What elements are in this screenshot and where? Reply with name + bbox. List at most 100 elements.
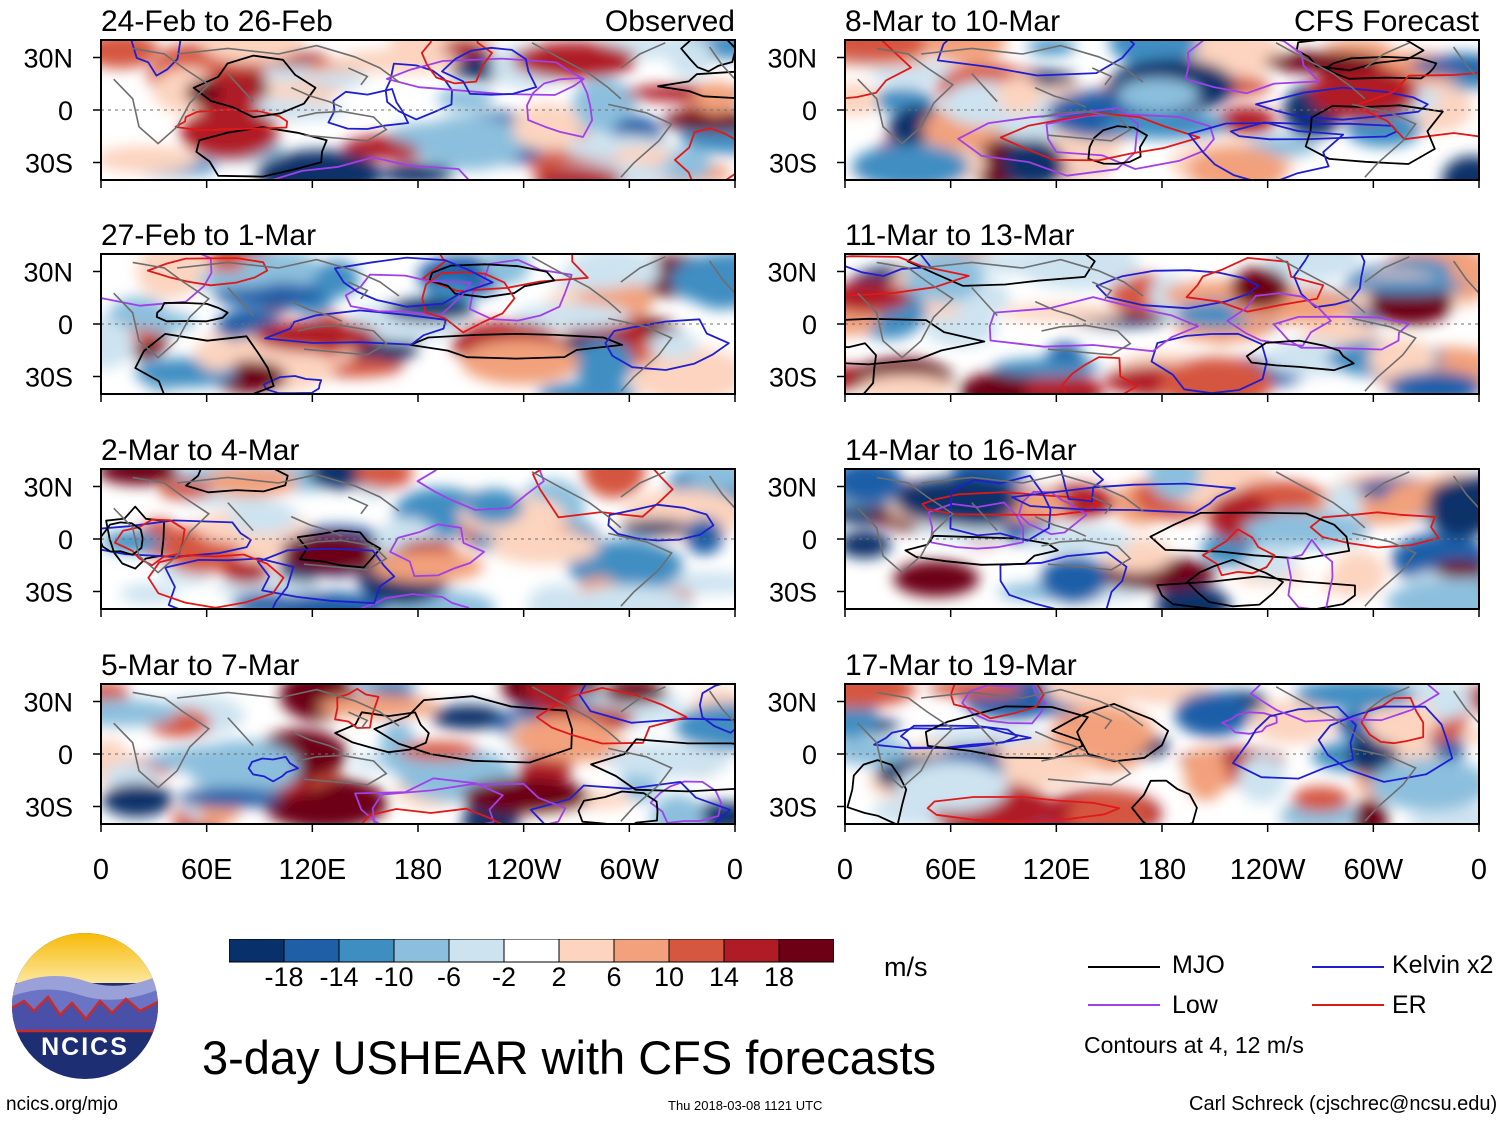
coastline	[1041, 754, 1132, 786]
coastline	[857, 47, 955, 145]
coastline	[971, 502, 998, 532]
mjo-contour	[680, 40, 735, 73]
panel-period: 14-Mar to 16-Mar	[845, 434, 1077, 467]
coastline	[921, 473, 1144, 512]
shear-anomaly-blob	[253, 320, 377, 353]
y-tick-label: 0	[58, 740, 73, 770]
shear-anomaly-blob	[101, 319, 136, 369]
colorbar-tick-label: 2	[551, 962, 567, 992]
mjo-contour	[1087, 125, 1148, 165]
low-contour	[1045, 113, 1215, 170]
colorbar-swatch	[723, 939, 780, 963]
coastline	[620, 471, 666, 498]
coastline	[708, 260, 735, 294]
er-contour	[420, 40, 493, 85]
low-contour	[927, 501, 1024, 550]
kelvin-contour	[247, 756, 299, 783]
shear-anomaly-blob	[955, 254, 1080, 275]
y-tick-label: 0	[58, 525, 73, 555]
colorbar-swatch	[229, 939, 285, 963]
y-tick-label: 0	[802, 310, 817, 340]
panel-period: 24-Feb to 26-Feb	[101, 5, 333, 38]
coastline	[1091, 67, 1113, 86]
x-tick-label: 0	[1471, 854, 1487, 880]
low-contour	[957, 107, 1139, 177]
shear-anomaly-blob	[845, 684, 916, 709]
shear-anomaly-blob	[1040, 556, 1108, 603]
coastline	[971, 717, 998, 747]
shear-anomaly-blob	[996, 76, 1043, 115]
coastline	[708, 690, 735, 724]
shear-anomaly-blob	[355, 469, 413, 489]
shear-anomaly-blob	[694, 81, 735, 115]
shear-anomaly-blob	[1231, 267, 1290, 309]
coastline	[531, 42, 622, 100]
coastline	[1352, 532, 1417, 607]
kelvin-contour	[1317, 705, 1454, 783]
panel: 30N 0 30S 27-Feb to 1-Mar	[23, 219, 736, 402]
er-legend-line	[1312, 1004, 1384, 1006]
coastline	[971, 287, 998, 317]
shear-anomaly-blob	[1265, 254, 1362, 282]
panel-period: 17-Mar to 19-Mar	[845, 649, 1077, 682]
coastline	[113, 261, 211, 359]
main-title: 3-day USHEAR with CFS forecasts	[202, 1031, 936, 1084]
er-contour	[1060, 356, 1139, 394]
mjo-contour	[334, 711, 430, 754]
coastline	[227, 717, 254, 747]
coastline	[297, 539, 388, 571]
low-contour	[389, 523, 485, 577]
colorbar-swatch	[338, 939, 395, 963]
panel-tag: CFS Forecast	[1294, 5, 1480, 38]
y-tick-label: 30N	[23, 44, 73, 74]
shear-anomaly-blob	[845, 281, 911, 314]
kelvin-contour	[845, 254, 932, 277]
panel-period: 27-Feb to 1-Mar	[101, 219, 316, 252]
colorbar-swatch	[613, 939, 670, 963]
colorbar-tick-label: 6	[606, 962, 622, 992]
coastlines	[857, 42, 1479, 178]
coastline	[608, 532, 673, 607]
coastlines	[857, 686, 1479, 822]
coastline	[347, 496, 369, 515]
shear-anomaly-blob	[1386, 579, 1479, 609]
y-tick-label: 30S	[25, 578, 73, 608]
footer-timestamp: Thu 2018-03-08 1121 UTC	[668, 1098, 823, 1113]
kelvin-contour	[1187, 122, 1345, 180]
kelvin-contour	[604, 318, 730, 371]
coastline	[857, 476, 955, 574]
coastline	[1364, 256, 1410, 283]
colorbar	[229, 939, 834, 963]
x-tick-label: 180	[394, 854, 442, 880]
er-contour	[147, 553, 285, 609]
coastline	[290, 515, 343, 537]
y-tick-label: 30S	[769, 363, 817, 393]
panel: 30N 0 30S 24-Feb to 26-Feb Observed	[23, 5, 736, 188]
low-contour	[354, 777, 504, 824]
coastline	[531, 686, 622, 744]
colorbar-tick-label: -6	[436, 962, 462, 992]
shear-anomaly-blob	[103, 762, 157, 790]
low-contour	[526, 77, 593, 138]
mjo-legend-line	[1088, 966, 1160, 968]
coastline	[1452, 260, 1479, 294]
kelvin-contour	[936, 40, 1135, 77]
shear-anomaly-blob	[845, 736, 910, 766]
coastline	[177, 473, 400, 512]
coastline	[921, 688, 1144, 727]
shear-anomaly-blob	[894, 476, 1021, 525]
coastline	[347, 67, 369, 86]
coastline	[608, 317, 673, 392]
shear-anomaly-blob	[256, 149, 382, 180]
coastlines	[113, 256, 735, 392]
shear-anomaly-blob	[1441, 155, 1479, 180]
shear-anomaly-blob	[1184, 747, 1228, 801]
shear-anomaly-blob	[101, 699, 179, 727]
low-contour	[1221, 711, 1278, 735]
footer-url[interactable]: ncics.org/mjo	[6, 1094, 118, 1115]
shear-anomaly-blob	[845, 40, 929, 63]
coastline	[531, 256, 622, 314]
coastlines	[857, 256, 1479, 392]
shear-anomaly-blob	[1365, 696, 1437, 747]
shear-anomaly-blob	[1116, 78, 1200, 112]
